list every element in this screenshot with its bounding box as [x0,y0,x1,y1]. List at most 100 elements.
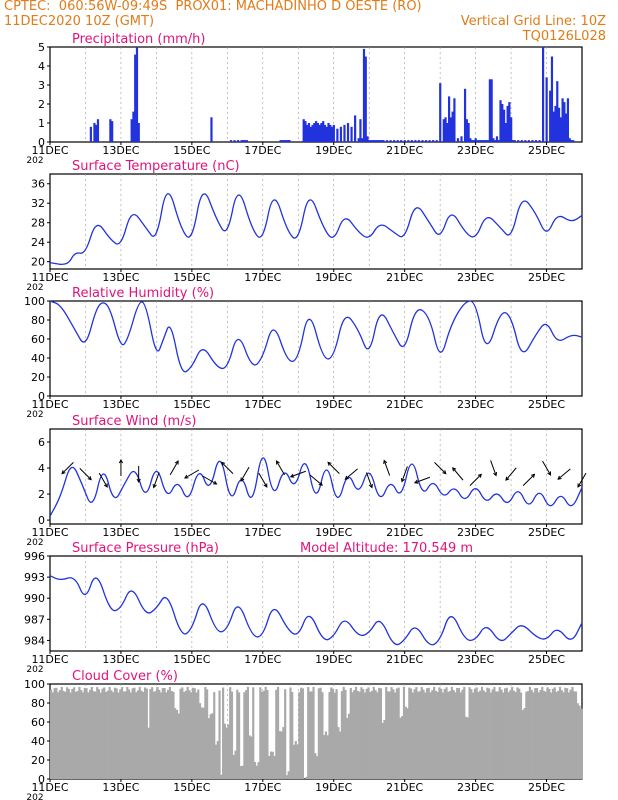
header-grid-note: Vertical Grid Line: 10Z [460,14,606,29]
x-tick-label: 17DEC [244,271,281,284]
cloud-bar [101,688,104,779]
cloud-bar [330,687,333,779]
cloud-bar [349,687,352,779]
wind-arrow-head [61,470,66,475]
precip-bar [557,107,561,142]
wind-arrow-head [118,458,124,464]
cloud-bar [117,692,120,779]
series-line [49,193,583,266]
y-tick-label: 0 [38,514,45,527]
precip-bar [400,140,403,142]
cloud-bar [92,691,95,779]
cloud-bar [76,690,79,779]
cloud-bar [395,688,398,779]
precip-bar [524,140,527,142]
precip-bar [403,140,406,142]
cloud-bar [108,686,111,779]
precip-bar [368,140,371,142]
precip-bar [325,126,328,142]
cloud-bar [145,688,148,779]
y-tick-label: 996 [24,550,45,563]
precip-bar [501,104,504,142]
cloud-bar [207,718,210,779]
y-tick-label: 987 [24,613,45,626]
precip-bar [343,124,346,142]
cloud-bar [151,687,154,779]
cloud-bar [250,736,253,779]
precip-bar [570,140,573,142]
cloud-bar [269,751,273,779]
cloud-bar [468,687,471,779]
cloud-bar [480,686,484,779]
wind-arrow-head [263,483,268,488]
cloud-bar [326,735,329,779]
wind-arrow [383,460,391,476]
cloud-bar [186,686,189,779]
x-tick-label: 21DEC [386,271,423,284]
cloud-bar [236,689,239,779]
cloud-bar [154,691,157,779]
cloud-bar [89,689,92,779]
cloud-bar [386,691,390,779]
precip-bar [357,138,360,142]
precip-bar [541,47,545,142]
cloud-bar [152,691,156,779]
y-tick-label: 20 [31,256,45,269]
cloud-bar [80,690,83,779]
cloud-bar [548,688,551,779]
cloud-bar [211,713,214,779]
wind-arrow [434,461,447,475]
cloud-bar [284,689,287,779]
cloud-bar [496,691,500,779]
cloud-bar [181,687,184,779]
precip-bar [210,117,213,142]
panel-title: Relative Humidity (%) [72,286,214,301]
cloud-bar [573,691,576,779]
series-line [49,300,583,373]
precip-bar [559,117,562,142]
precip-bar [517,140,520,142]
cloud-bar [528,686,531,779]
precip-bar [96,119,100,142]
cloud-bar [159,692,163,779]
precip-bar [556,81,559,142]
cloud-bar [198,703,202,779]
cloud-bar [340,691,343,779]
precip-bar [283,140,286,142]
cloud-bar [344,689,347,779]
y-tick-label: 20 [31,371,45,384]
x-tick-label: 25DEC [528,398,565,411]
cloud-bar [261,691,264,779]
precip-bar [495,136,499,142]
precip-bar [375,140,378,142]
cloud-bar [530,689,533,779]
cloud-bar [287,771,290,779]
cloud-bar [104,692,108,779]
wind-arrow-head [493,471,498,477]
wind-arrow [469,473,482,487]
cloud-bar [535,687,539,779]
cloud-bar [292,744,296,779]
cloud-bar [120,687,124,779]
precip-bar [554,105,557,142]
year-label: 202 [26,283,43,293]
x-tick-label: 15DEC [173,144,210,157]
cloud-bar [53,688,56,779]
cloud-bar [183,691,186,779]
cloud-bar [567,692,570,779]
cloud-bar [392,689,395,779]
cloud-bar [449,690,452,779]
precip-bar [414,140,417,142]
wind-arrow [276,460,285,476]
cloud-bar [268,755,271,779]
x-tick-label: 23DEC [457,144,494,157]
precip-bar [448,96,451,142]
cloud-bar [94,691,97,779]
cloud-bar [404,706,407,779]
precip-bar [396,140,399,142]
wind-arrow [202,475,217,485]
y-tick-label: 4 [38,60,45,73]
cloud-bar [257,762,260,779]
wind-arrow [79,467,92,481]
x-tick-label: 19DEC [315,781,352,794]
